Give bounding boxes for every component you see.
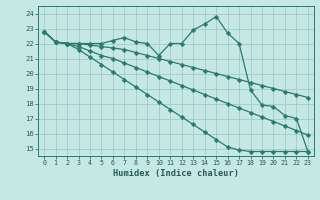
X-axis label: Humidex (Indice chaleur): Humidex (Indice chaleur) (113, 169, 239, 178)
